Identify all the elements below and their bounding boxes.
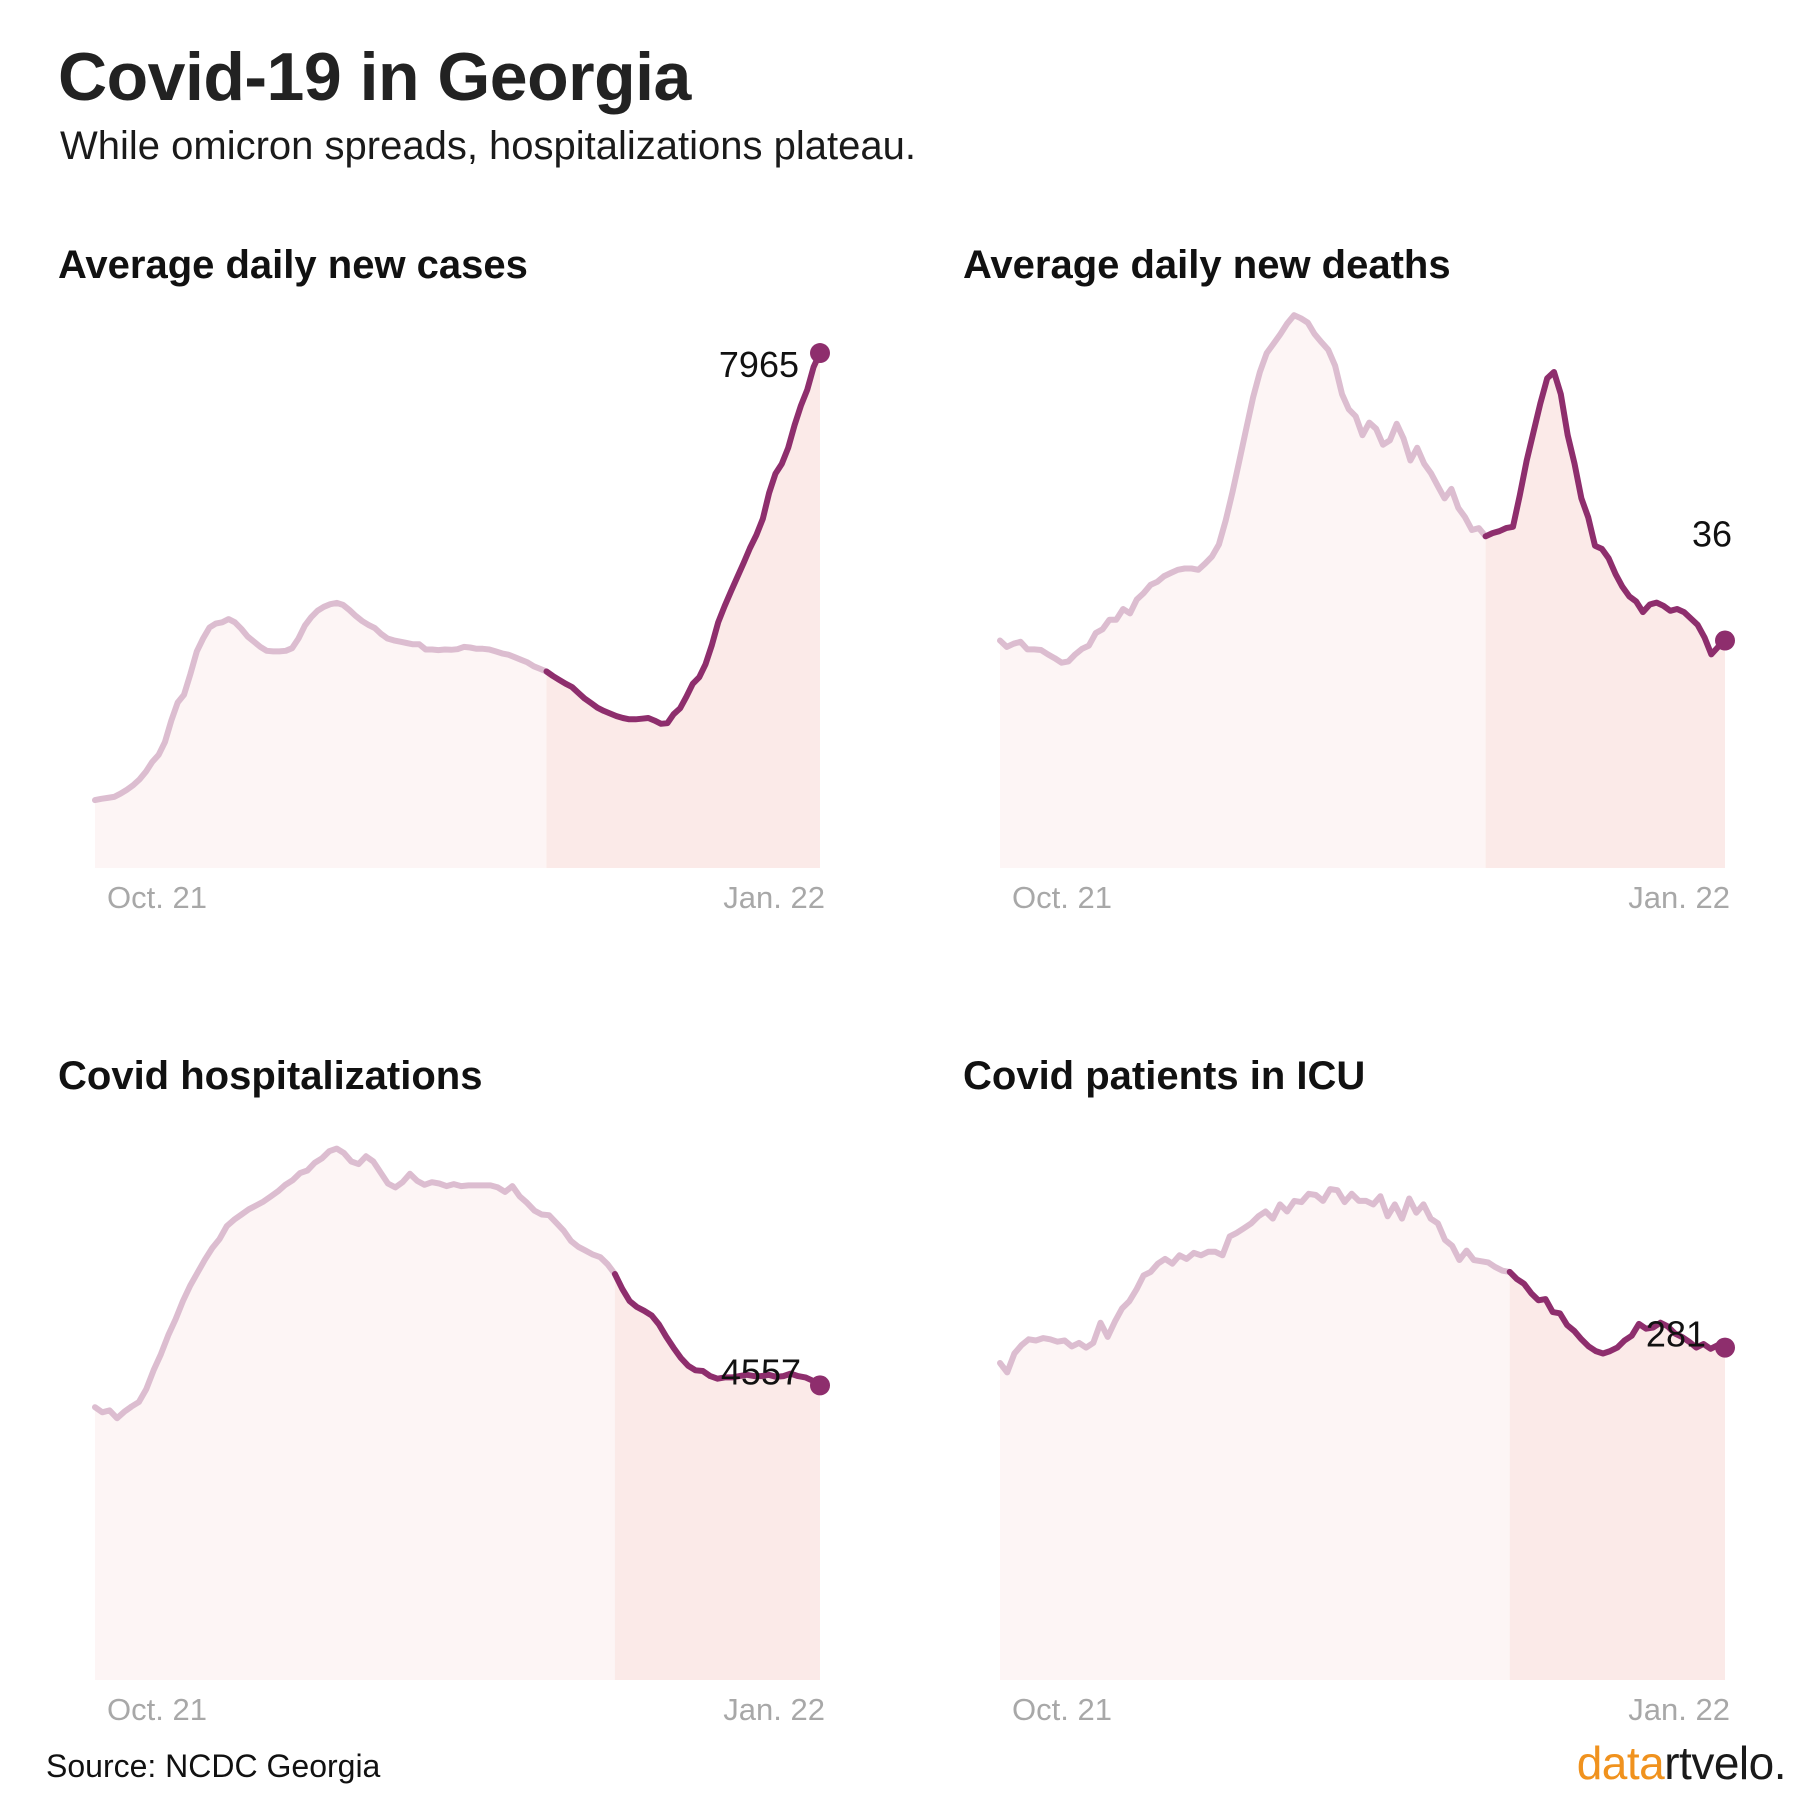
- end-point: [810, 1375, 830, 1396]
- logo-part-rtvelo: rtvelo.: [1664, 1737, 1786, 1789]
- series-line-earlier: [92, 1145, 618, 1422]
- series-line-earlier: [997, 1186, 1513, 1376]
- end-value-label: 4557: [721, 1351, 801, 1392]
- logo-part-data: data: [1576, 1737, 1665, 1789]
- area-early: [1000, 315, 1486, 868]
- end-value-label: 36: [1692, 514, 1732, 555]
- page-title: Covid-19 in Georgia: [58, 39, 691, 115]
- source-note: Source: NCDC Georgia: [46, 1748, 381, 1784]
- series-line-earlier: [92, 599, 550, 804]
- x-tick-label-end: Jan. 22: [1628, 1692, 1730, 1727]
- area-early: [95, 1148, 615, 1680]
- x-tick-label-start: Oct. 21: [1012, 1692, 1112, 1727]
- panel-title-deaths: Average daily new deaths: [963, 243, 1451, 287]
- panel-title-hospitalizations: Covid hospitalizations: [58, 1054, 483, 1098]
- area-recent: [1485, 372, 1725, 868]
- x-tick-label-end: Jan. 22: [723, 880, 825, 915]
- series-line-recent: [611, 1271, 823, 1389]
- x-tick-label-start: Oct. 21: [107, 880, 207, 915]
- series-line-recent: [1482, 369, 1728, 658]
- x-tick-label-end: Jan. 22: [723, 1692, 825, 1727]
- end-value-label: 281: [1646, 1314, 1706, 1355]
- x-tick-label-start: Oct. 21: [107, 1692, 207, 1727]
- area-early: [1000, 1189, 1510, 1680]
- series-line-earlier: [997, 312, 1489, 666]
- brand-logo: datartvelo.: [1576, 1736, 1787, 1790]
- end-point: [810, 343, 830, 364]
- end-point: [1715, 630, 1735, 651]
- end-point: [1715, 1337, 1735, 1358]
- page-subtitle: While omicron spreads, hospitalizations …: [60, 124, 916, 168]
- area-early: [95, 602, 547, 868]
- series-line-recent: [1506, 1268, 1728, 1357]
- end-value-label: 7965: [719, 344, 799, 385]
- area-recent: [1509, 1271, 1725, 1680]
- series-line-recent: [543, 350, 823, 727]
- x-tick-label-start: Oct. 21: [1012, 880, 1112, 915]
- panel-title-icu: Covid patients in ICU: [963, 1054, 1366, 1098]
- area-recent: [546, 353, 820, 869]
- x-tick-label-end: Jan. 22: [1628, 880, 1730, 915]
- panel-title-cases: Average daily new cases: [58, 243, 528, 287]
